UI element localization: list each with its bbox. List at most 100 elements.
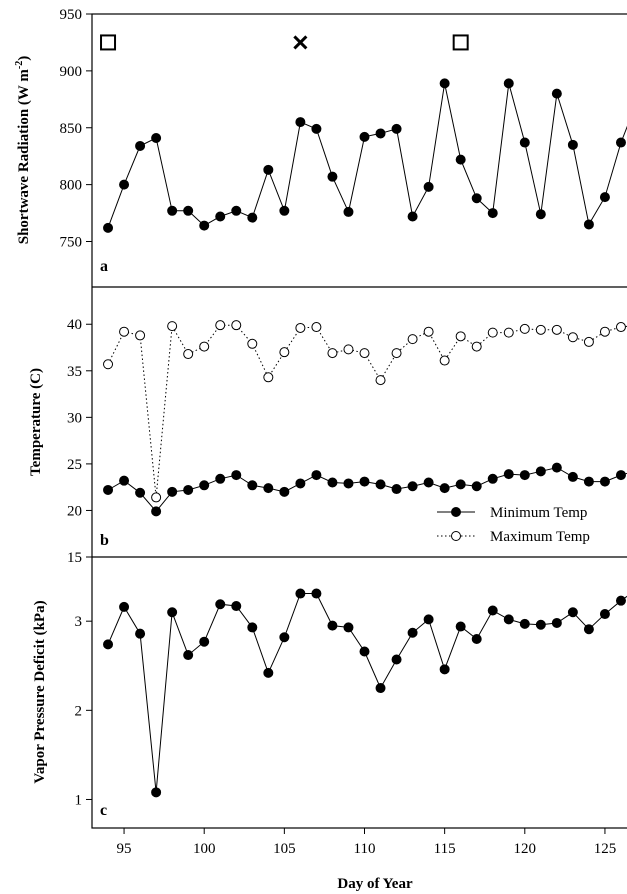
data-point-c-0 (231, 601, 242, 612)
y-tick-label-c: 3 (75, 614, 83, 630)
data-point-a-0 (551, 88, 562, 99)
data-point-b-0 (599, 476, 610, 487)
data-point-c-0 (215, 599, 226, 610)
legend-marker-min (451, 507, 461, 517)
data-point-b-1 (151, 492, 162, 503)
data-point-c-0 (583, 624, 594, 635)
data-point-c-0 (183, 650, 194, 661)
data-point-b-1 (455, 331, 466, 342)
data-point-c-0 (327, 620, 338, 631)
data-point-a-0 (263, 164, 274, 175)
x-tick-label: 105 (273, 841, 296, 857)
data-point-b-1 (551, 324, 562, 335)
data-point-b-1 (407, 334, 418, 345)
series-line-b-1 (107, 324, 627, 498)
data-point-b-0 (455, 479, 466, 490)
panel-letter-a: a (100, 258, 108, 275)
data-point-a-0 (391, 123, 402, 134)
data-point-b-1 (583, 336, 594, 347)
data-point-c-0 (343, 622, 354, 633)
y-tick-label-c: 1 (75, 792, 83, 808)
data-point-b-1 (183, 349, 194, 360)
data-point-b-0 (359, 476, 370, 487)
data-point-c-0 (199, 636, 210, 647)
data-point-b-0 (103, 484, 114, 495)
data-point-a-0 (359, 131, 370, 142)
data-point-c-0 (471, 634, 482, 645)
data-point-a-0 (295, 117, 306, 128)
data-point-c-0 (391, 654, 402, 665)
data-point-c-0 (359, 646, 370, 657)
data-point-a-0 (167, 205, 178, 216)
data-point-c-0 (407, 627, 418, 638)
data-point-b-0 (119, 475, 130, 486)
data-point-a-0 (599, 192, 610, 203)
data-point-a-0 (199, 220, 210, 231)
x-tick-label: 95 (117, 841, 132, 857)
y-axis-title-c: Vapor Pressure Deficit (kPa) (32, 600, 48, 783)
data-point-a-0 (615, 137, 626, 148)
data-point-c-0 (487, 605, 498, 616)
data-point-b-0 (567, 471, 578, 482)
data-point-b-1 (375, 375, 386, 386)
data-point-a-0 (567, 139, 578, 150)
data-point-b-1 (231, 320, 242, 331)
data-point-b-0 (535, 466, 546, 477)
y-tick-label-a: 850 (60, 121, 83, 137)
x-axis: 95 100 105 110 115 120 125 (117, 828, 616, 857)
data-point-b-1 (199, 341, 210, 352)
data-point-b-1 (167, 321, 178, 332)
data-point-a-0 (503, 78, 514, 89)
cross-marker (293, 35, 308, 50)
y-tick-label-a: 900 (60, 64, 83, 80)
data-point-b-0 (583, 476, 594, 487)
series-line-b-0 (107, 467, 627, 513)
data-point-a-0 (247, 212, 258, 223)
panel-letter-b: b (100, 532, 109, 549)
data-point-b-0 (503, 469, 514, 480)
panel-c-vapor-pressure-deficit: 1 2 3 (75, 588, 627, 808)
data-point-b-0 (263, 483, 274, 494)
data-point-b-1 (567, 332, 578, 343)
y-axis-title-b: Temperature (C) (28, 368, 44, 476)
series-line-c-0 (107, 593, 627, 793)
data-point-b-0 (183, 484, 194, 495)
data-point-b-1 (119, 326, 130, 337)
data-point-a-0 (279, 205, 290, 216)
data-point-b-0 (151, 506, 162, 517)
data-point-b-0 (519, 470, 530, 481)
x-tick-label: 120 (514, 841, 537, 857)
data-point-b-1 (519, 323, 530, 334)
data-point-c-0 (439, 664, 450, 675)
y-tick-label-b: 15 (67, 550, 82, 566)
data-point-b-0 (423, 477, 434, 488)
legend: Minimum Temp Maximum Temp (437, 505, 590, 545)
data-point-b-1 (247, 338, 258, 349)
data-point-b-1 (503, 327, 514, 338)
data-point-b-1 (439, 355, 450, 366)
data-point-c-0 (247, 622, 258, 633)
panel-b-temperature: 15 20 25 30 35 40 (67, 317, 627, 566)
data-point-a-0 (535, 209, 546, 220)
data-point-b-1 (471, 341, 482, 352)
data-point-b-0 (247, 480, 258, 491)
data-point-b-0 (487, 473, 498, 484)
data-point-a-0 (311, 123, 322, 134)
y-tick-label-b: 35 (67, 364, 82, 380)
plot-frame (91, 13, 627, 829)
series-line-a-0 (107, 83, 627, 228)
data-point-b-0 (375, 479, 386, 490)
data-point-b-0 (199, 480, 210, 491)
data-point-b-1 (311, 322, 322, 333)
data-point-b-0 (343, 478, 354, 489)
data-point-a-0 (231, 205, 242, 216)
data-point-b-0 (215, 473, 226, 484)
data-point-b-0 (391, 484, 402, 495)
data-point-b-0 (439, 483, 450, 494)
data-point-c-0 (135, 628, 146, 639)
data-point-b-1 (279, 347, 290, 358)
data-point-a-0 (375, 128, 386, 139)
data-point-a-0 (151, 132, 162, 143)
data-point-c-0 (295, 588, 306, 599)
